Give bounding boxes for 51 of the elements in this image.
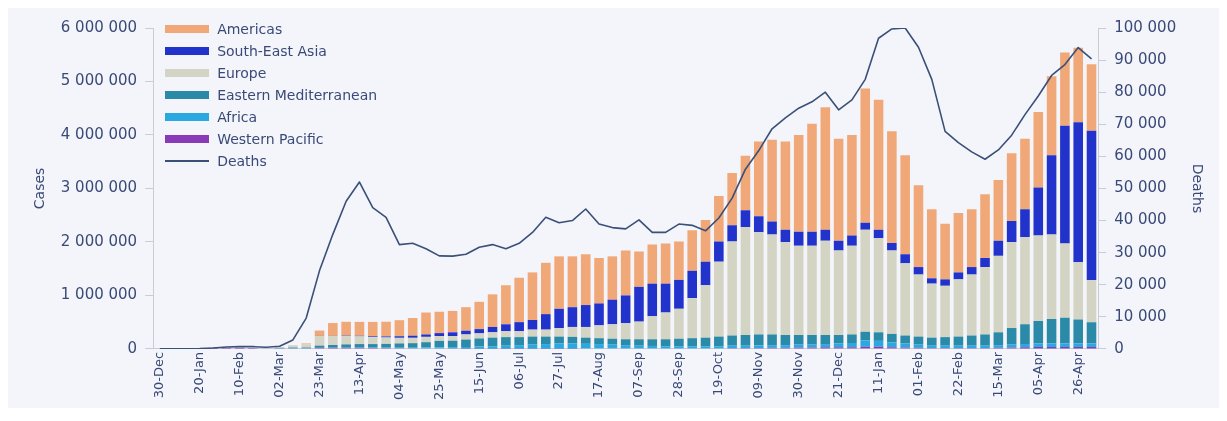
x-tick-label: 23-Mar — [310, 351, 326, 398]
x-tick-label: 05-Apr — [1029, 351, 1045, 396]
x-tick-label: 06-Jul — [510, 351, 526, 390]
x-tick-label: 02-Mar — [270, 351, 286, 398]
x-tick-label: 07-Sep — [630, 351, 646, 398]
x-tick-label: 30-Dec — [151, 351, 167, 399]
x-tick-label: 04-May — [390, 351, 406, 400]
x-tick-label: 17-Aug — [590, 351, 606, 399]
x-tick-label: 28-Sep — [670, 351, 686, 398]
x-tick-label: 20-Jan — [191, 351, 207, 394]
legend-label: Europe — [217, 64, 267, 83]
y-tick-label: 6 000 000 — [60, 17, 138, 36]
y2-tick-label: 50 000 — [1114, 178, 1167, 197]
x-tick-label: 26-Apr — [1069, 351, 1085, 396]
legend-label: Eastern Mediterranean — [217, 86, 378, 105]
y-tick-label: 3 000 000 — [60, 178, 138, 197]
y2-tick-label: 10 000 — [1114, 306, 1167, 325]
x-tick-label: 11-Jan — [869, 351, 885, 394]
x-tick-label: 10-Feb — [231, 351, 247, 397]
legend-label: Western Pacific — [217, 130, 324, 149]
y-tick-label: 4 000 000 — [60, 124, 138, 143]
y2-tick-label: 60 000 — [1114, 146, 1167, 165]
x-tick-label: 25-May — [430, 351, 446, 400]
x-tick-label: 13-Apr — [350, 351, 366, 396]
y2-tick-label: 100 000 — [1114, 17, 1177, 36]
x-tick-label: 22-Feb — [949, 351, 965, 397]
y-tick-label: 2 000 000 — [60, 231, 138, 250]
x-tick-label: 01-Feb — [909, 351, 925, 397]
x-tick-label: 21-Dec — [830, 351, 845, 399]
y2-axis-title: Deaths — [1189, 163, 1206, 214]
y2-tick-label: 90 000 — [1114, 49, 1167, 68]
legend-label: Americas — [217, 20, 283, 39]
y2-tick-label: 80 000 — [1114, 82, 1167, 101]
x-tick-label: 27-Jul — [550, 351, 566, 390]
y-tick-label: 1 000 000 — [60, 285, 138, 304]
legend-label: Africa — [217, 108, 258, 127]
y2-tick-label: 40 000 — [1114, 210, 1167, 229]
legend-label: South-East Asia — [217, 42, 327, 61]
x-tick-label: 15-Jun — [470, 351, 486, 395]
y-axis-title: Cases — [31, 167, 48, 210]
y2-tick-label: 30 000 — [1114, 242, 1167, 261]
y2-tick-label: 0 — [1114, 338, 1124, 357]
x-tick-label: 19-Oct — [710, 351, 726, 396]
x-tick-label: 30-Nov — [790, 351, 806, 399]
y-tick-label: 5 000 000 — [60, 71, 138, 90]
legend-label: Deaths — [217, 152, 267, 171]
y2-tick-label: 70 000 — [1114, 114, 1167, 133]
y2-tick-label: 20 000 — [1114, 274, 1167, 293]
x-tick-label: 15-Mar — [989, 351, 1005, 398]
x-tick-label: 09-Nov — [750, 351, 766, 399]
y-tick-label: 0 — [127, 338, 138, 357]
